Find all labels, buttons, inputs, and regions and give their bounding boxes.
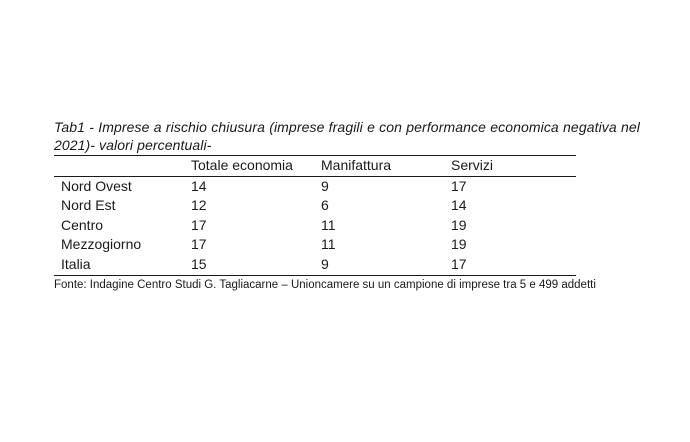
cell-manifattura: 11: [321, 236, 336, 253]
table-row: Centro 17 11 19: [54, 216, 576, 236]
table-row: Nord Ovest 14 9 17: [54, 176, 576, 196]
cell-totale: 15: [191, 255, 207, 272]
header-totale-economia: Totale economia: [191, 157, 293, 173]
cell-servizi: 17: [451, 255, 467, 272]
cell-region: Mezzogiorno: [61, 236, 142, 253]
cell-totale: 17: [191, 236, 207, 253]
table-row: Mezzogiorno 17 11 19: [54, 235, 576, 255]
cell-manifattura: 6: [321, 197, 329, 214]
cell-totale: 17: [191, 216, 207, 233]
cell-manifattura: 9: [321, 255, 329, 272]
cell-manifattura: 9: [321, 177, 329, 194]
cell-region: Centro: [61, 216, 104, 233]
header-servizi: Servizi: [451, 157, 494, 173]
cell-servizi: 17: [451, 177, 467, 194]
header-manifattura: Manifattura: [321, 157, 392, 173]
table-row: Nord Est 12 6 14: [54, 196, 576, 216]
cell-totale: 14: [191, 177, 207, 194]
cell-region: Nord Ovest: [61, 177, 132, 194]
source-note: Fonte: Indagine Centro Studi G. Tagliaca…: [54, 278, 596, 291]
cell-manifattura: 11: [321, 216, 336, 233]
data-table: Totale economia Manifattura Servizi Nord…: [54, 155, 576, 276]
cell-servizi: 19: [451, 216, 467, 233]
table-header-row: Totale economia Manifattura Servizi: [54, 155, 576, 177]
table-row: Italia 15 9 17: [54, 255, 576, 276]
header-region: [54, 156, 191, 177]
cell-region: Italia: [61, 255, 91, 272]
cell-totale: 12: [191, 197, 207, 214]
cell-region: Nord Est: [61, 197, 116, 214]
document-page: Tab1 - Imprese a rischio chiusura (impre…: [54, 118, 644, 293]
table-caption: Tab1 - Imprese a rischio chiusura (impre…: [54, 119, 640, 153]
cell-servizi: 14: [451, 197, 467, 214]
cell-servizi: 19: [451, 236, 467, 253]
